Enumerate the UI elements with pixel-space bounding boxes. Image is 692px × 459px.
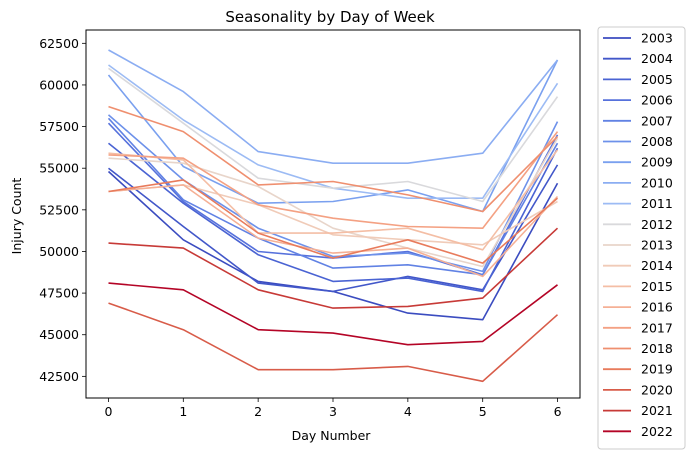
x-tick-label: 4 <box>404 404 412 419</box>
series-line-2013 <box>108 137 559 268</box>
y-tick-label: 47500 <box>39 286 79 301</box>
legend-label-2013: 2013 <box>641 238 673 253</box>
legend-label-2010: 2010 <box>641 175 673 190</box>
series-line-2011 <box>108 64 559 199</box>
y-tick-label: 50000 <box>39 244 79 259</box>
y-tick-label: 52500 <box>39 202 79 217</box>
legend-label-2020: 2020 <box>641 382 673 397</box>
y-tick-label: 55000 <box>39 161 79 176</box>
series-line-2006 <box>107 122 559 276</box>
legend-label-2014: 2014 <box>641 258 673 273</box>
legend-label-2018: 2018 <box>641 341 673 356</box>
series-line-2016 <box>108 184 559 278</box>
legend-frame <box>597 26 686 450</box>
x-axis-label: Day Number <box>292 428 372 443</box>
y-tick-label: 45000 <box>39 327 79 342</box>
series-line-2022 <box>108 282 558 346</box>
legend-label-2012: 2012 <box>641 217 673 232</box>
legend-label-2015: 2015 <box>641 279 673 294</box>
series-line-2020 <box>108 302 559 383</box>
legend-label-2008: 2008 <box>641 134 673 149</box>
x-tick-label: 0 <box>104 404 112 419</box>
series-line-2019 <box>108 179 559 264</box>
series-line-2017 <box>108 131 559 229</box>
series-line-2021 <box>108 227 559 309</box>
chart-title: Seasonality by Day of Week <box>225 8 435 26</box>
legend-label-2022: 2022 <box>641 424 673 439</box>
legend-label-2004: 2004 <box>641 51 673 66</box>
y-axis-label: Injury Count <box>9 178 24 255</box>
legend-label-2007: 2007 <box>641 113 673 128</box>
series-line-2018 <box>108 105 559 213</box>
legend-label-2016: 2016 <box>641 300 673 315</box>
x-axis: 0 1 2 3 4 5 6 <box>104 398 562 419</box>
plot-frame <box>85 29 581 399</box>
y-tick-label: 42500 <box>39 369 79 384</box>
legend-label-2009: 2009 <box>641 155 673 170</box>
series-line-2012 <box>108 67 559 203</box>
x-tick-label: 2 <box>254 404 262 419</box>
legend-label-2005: 2005 <box>641 72 673 87</box>
x-tick-label: 3 <box>329 404 337 419</box>
y-tick-label: 57500 <box>39 119 79 134</box>
y-axis: 42500 45000 47500 50000 52500 55000 57500 60000… <box>39 36 86 384</box>
series-line-2015 <box>108 149 559 251</box>
x-tick-label: 5 <box>479 404 487 419</box>
series-line-2007 <box>107 117 559 276</box>
plot-lines <box>107 49 559 383</box>
y-tick-label: 62500 <box>39 36 79 51</box>
legend: 2003 2004 2005 2006 2007 2008 2009 2010 2011 2012… <box>597 26 686 450</box>
legend-label-2017: 2017 <box>641 320 673 335</box>
legend-label-2019: 2019 <box>641 362 673 377</box>
x-tick-label: 1 <box>179 404 187 419</box>
legend-label-2006: 2006 <box>641 93 673 108</box>
x-tick-label: 6 <box>554 404 562 419</box>
series-line-2005 <box>107 142 559 293</box>
legend-label-2011: 2011 <box>641 196 673 211</box>
legend-label-2003: 2003 <box>641 31 673 46</box>
y-tick-label: 60000 <box>39 77 79 92</box>
series-line-2010 <box>108 49 559 164</box>
legend-label-2021: 2021 <box>641 403 673 418</box>
